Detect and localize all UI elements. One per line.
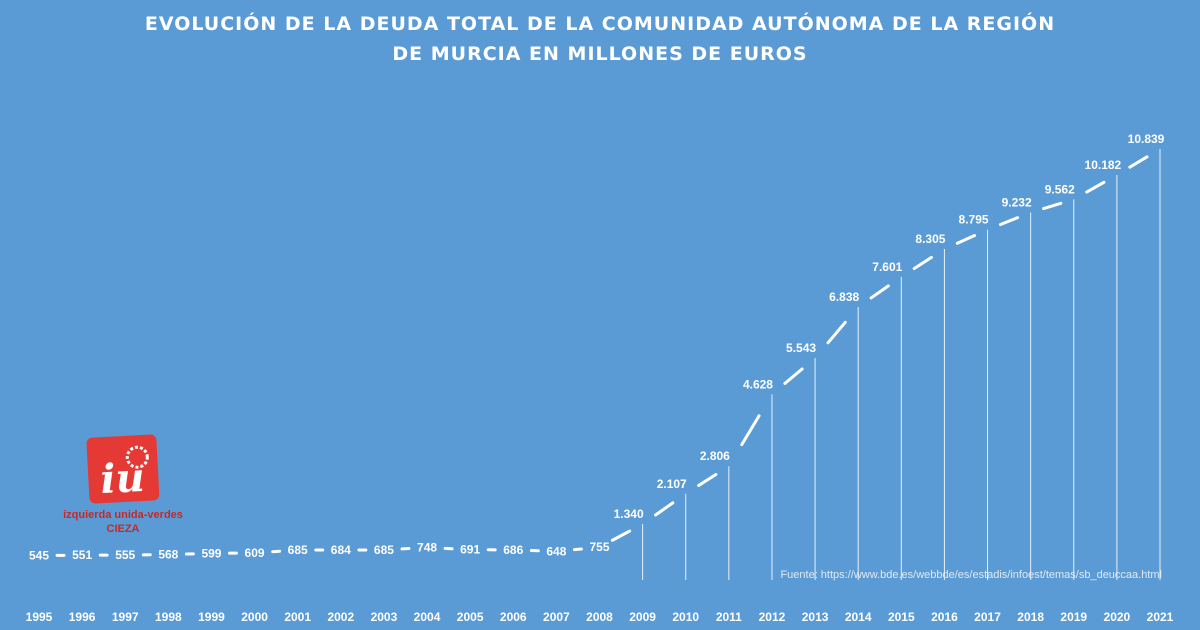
- series-line-segment: [869, 284, 890, 300]
- data-label: 2.806: [700, 449, 730, 463]
- data-label: 748: [417, 540, 437, 554]
- data-label: 1.340: [614, 507, 644, 521]
- x-tick-label: 2005: [457, 610, 484, 624]
- logo-text-line2: CIEZA: [107, 523, 140, 535]
- series-line-segment: [912, 255, 933, 271]
- x-tick-label: 2021: [1147, 610, 1174, 624]
- x-tick-label: 1999: [198, 610, 225, 624]
- series-line-segment: [654, 501, 675, 517]
- x-tick-label: 2009: [629, 610, 656, 624]
- x-tick-label: 2016: [931, 610, 958, 624]
- x-tick-label: 2001: [284, 610, 311, 624]
- x-tick-label: 1995: [26, 610, 53, 624]
- x-tick-label: 1997: [112, 610, 139, 624]
- data-label: 599: [201, 546, 221, 560]
- x-tick-label: 1998: [155, 610, 182, 624]
- data-label: 684: [331, 543, 351, 557]
- data-label: 545: [29, 548, 49, 562]
- series-line-segment: [1042, 201, 1063, 211]
- drop-lines: [642, 149, 1161, 580]
- logo-text-line1: izquierda unida-verdes: [63, 509, 183, 521]
- x-tick-label: 2013: [802, 610, 829, 624]
- x-tick-label: 2010: [672, 610, 699, 624]
- series-line: [55, 155, 1149, 557]
- series-line-segment: [697, 472, 718, 488]
- data-label: 555: [115, 548, 135, 562]
- data-label: 648: [546, 544, 566, 558]
- series-line-segment: [955, 234, 977, 245]
- x-tick-label: 2004: [414, 610, 441, 624]
- series-line-segment: [572, 547, 583, 552]
- x-tick-label: 2007: [543, 610, 570, 624]
- logo-badge: [86, 434, 160, 504]
- x-tick-label: 2002: [327, 610, 354, 624]
- source-note: Fuente: https://www.bde.es/webbde/es/est…: [780, 569, 1162, 581]
- x-tick-label: 2008: [586, 610, 613, 624]
- x-tick-label: 2020: [1104, 610, 1131, 624]
- x-tick-label: 2011: [716, 610, 742, 624]
- data-label: 551: [72, 548, 92, 562]
- data-label: 9.232: [1002, 195, 1032, 209]
- chart-title-line1: EVOLUCIÓN DE LA DEUDA TOTAL DE LA COMUNI…: [145, 11, 1055, 35]
- series-line-segment: [740, 414, 761, 447]
- x-tick-label: 2006: [500, 610, 527, 624]
- data-label: 4.628: [743, 377, 773, 391]
- data-label: 568: [158, 548, 178, 562]
- logo-mark: iu: [99, 454, 146, 503]
- x-tick-label: 2015: [888, 610, 915, 624]
- logo-sun-icon: [125, 445, 149, 469]
- data-labels: 545 551 555 568 599 609 685 684 685 748 691 686 648 7…: [29, 132, 1165, 562]
- data-label: 685: [288, 543, 308, 557]
- data-label: 686: [503, 543, 523, 557]
- data-label: 609: [245, 546, 265, 560]
- x-tick-label: 2000: [241, 610, 268, 624]
- series-line-segment: [998, 216, 1020, 227]
- x-tick-label: 2012: [759, 610, 786, 624]
- x-tick-label: 2017: [974, 610, 1001, 624]
- series-line-segment: [826, 320, 847, 345]
- data-label: 8.305: [915, 232, 945, 246]
- x-tick-label: 2018: [1017, 610, 1044, 624]
- data-label: 755: [589, 540, 609, 554]
- data-label: 2.107: [657, 477, 687, 491]
- series-line-segment: [1128, 155, 1149, 169]
- series-line-segment: [610, 529, 632, 542]
- data-label: 6.838: [829, 290, 859, 304]
- x-tick-label: 1996: [69, 610, 96, 624]
- x-tick-label: 2019: [1060, 610, 1087, 624]
- series-line-segment: [783, 367, 804, 385]
- data-label: 685: [374, 543, 394, 557]
- data-label: 10.182: [1085, 158, 1122, 172]
- data-label: 691: [460, 543, 480, 557]
- iu-logo: iu izquierda unida-verdes CIEZA: [63, 434, 183, 535]
- x-tick-label: 2003: [371, 610, 398, 624]
- data-label: 8.795: [959, 213, 989, 227]
- data-label: 5.543: [786, 341, 816, 355]
- series-line-segment: [1085, 180, 1106, 194]
- data-label: 9.562: [1045, 182, 1075, 196]
- data-label: 10.839: [1128, 132, 1165, 146]
- data-label: 7.601: [872, 260, 902, 274]
- x-tick-label: 2014: [845, 610, 872, 624]
- x-axis-tick-labels: 1995 1996 1997 1998 1999 2000 2001 2002 2003 2004…: [26, 610, 1174, 624]
- chart-title-line2: DE MURCIA EN MILLONES DE EUROS: [392, 43, 807, 65]
